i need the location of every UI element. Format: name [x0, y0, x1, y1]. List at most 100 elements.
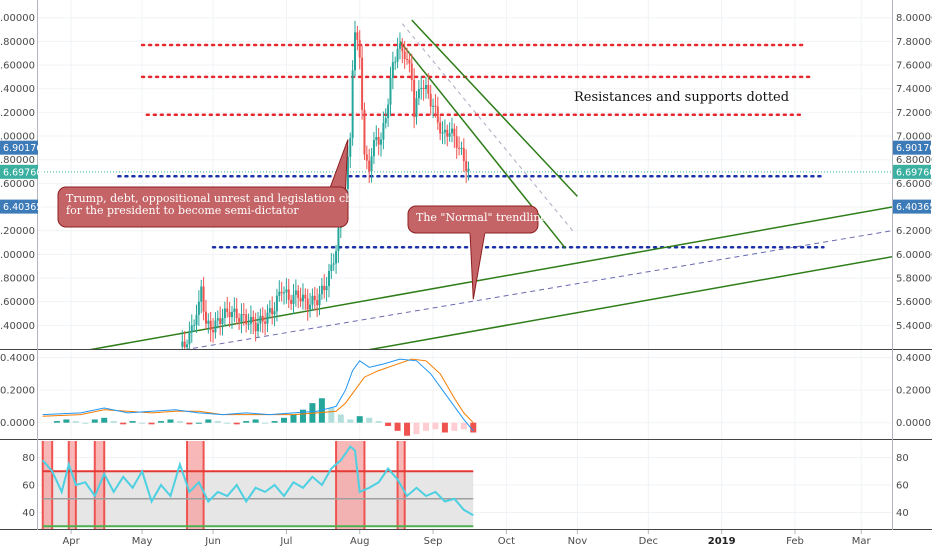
price-tick-label-left: 5.40000: [0, 321, 35, 332]
candle-body: [190, 325, 193, 333]
candle-body: [285, 289, 288, 293]
price-tick-label-left: 8.00000: [0, 13, 35, 24]
price-tick-label-right: 6.20000: [896, 226, 932, 237]
candle-body: [453, 128, 456, 137]
x-tick-label: Mar: [852, 536, 872, 547]
candle-body: [325, 286, 328, 291]
candle-body: [247, 323, 250, 325]
price-badge-label: 6.90176: [896, 143, 932, 154]
price-pane: Trump, debt, oppositional unrest and leg…: [38, 19, 892, 349]
candle-body: [363, 109, 366, 155]
candle-body: [361, 57, 364, 110]
rsi-overbought-highlight: [68, 441, 76, 529]
price-tick-label-left: 7.00000: [0, 132, 35, 143]
candle-body: [275, 295, 278, 312]
candle-body: [278, 291, 281, 296]
candle-body: [389, 78, 392, 105]
candle-body: [332, 263, 335, 265]
macd-tick-label-right: 0.0000: [896, 418, 931, 429]
candle-body: [195, 314, 198, 325]
x-tick-label: Jul: [279, 536, 292, 547]
candle-body: [394, 61, 397, 63]
price-tick-label-left: 6.80000: [0, 155, 35, 166]
macd-histogram-bar: [252, 419, 259, 423]
candle-body: [266, 312, 269, 324]
candle-body: [290, 299, 293, 304]
rsi-overbought-highlight: [336, 441, 365, 529]
macd-histogram-bar: [356, 416, 363, 423]
price-tick-label-right: 7.00000: [896, 132, 932, 143]
candle-body: [306, 298, 309, 310]
candle-body: [420, 87, 423, 90]
candle-body: [455, 136, 458, 148]
macd-signal-line: [42, 358, 474, 424]
candle-body: [186, 344, 189, 348]
price-badge-label: 6.69760: [896, 167, 932, 178]
macd-histogram-bar: [195, 422, 202, 424]
x-tick-label: Aug: [350, 536, 370, 547]
macd-histogram-bar: [451, 422, 458, 431]
candle-body: [304, 294, 307, 299]
price-tick-label-left: 7.20000: [0, 108, 35, 119]
candle-body: [372, 139, 375, 157]
candle-body: [233, 308, 236, 312]
candle-body: [235, 308, 238, 319]
candle-body: [415, 98, 418, 118]
price-badge-right: [893, 199, 931, 214]
macd-histogram-bar: [63, 419, 70, 423]
rsi-tick-label-left: 80: [22, 453, 35, 464]
candle-body: [252, 316, 255, 323]
macd-histogram-bar: [441, 422, 448, 433]
rsi-tick-label-right: 60: [896, 481, 909, 492]
candle-body: [212, 329, 215, 333]
price-tick-label-left: 7.40000: [0, 84, 35, 95]
macd-tick-label-left: 0.2000: [0, 386, 35, 397]
candle-body: [356, 32, 359, 40]
rsi-tick-label-left: 40: [22, 508, 35, 519]
macd-histogram-bar: [129, 421, 136, 423]
candle-body: [318, 294, 321, 306]
price-tick-label-left: 6.00000: [0, 250, 35, 261]
price-badge-left: [0, 140, 38, 155]
price-tick-label-right: 5.40000: [896, 321, 932, 332]
candle-body: [337, 228, 340, 252]
candle-body: [368, 160, 371, 172]
macd-histogram-bar: [375, 421, 382, 423]
price-badge-label: 6.40365: [3, 202, 42, 213]
candle-body: [465, 161, 468, 172]
candle-body: [230, 311, 233, 318]
price-tick-label-left: 7.80000: [0, 37, 35, 48]
candle-body: [335, 251, 338, 264]
candle-body: [458, 147, 461, 149]
candle-body: [327, 270, 330, 287]
annotation-normal-trendline: The "Normal" trendline: [407, 205, 547, 300]
macd-histogram-bar: [167, 419, 174, 423]
macd-histogram-bar: [148, 422, 155, 425]
candle-body: [396, 48, 399, 62]
candle-body: [209, 320, 212, 330]
x-tick-label: Sep: [424, 536, 443, 547]
macd-histogram-bar: [271, 421, 278, 423]
candle-body: [183, 341, 186, 348]
macd-histogram-bar: [186, 422, 193, 425]
candle-body: [297, 290, 300, 298]
candle-body: [320, 285, 323, 295]
candle-body: [391, 62, 394, 79]
candle-body: [380, 139, 383, 145]
macd-histogram-bar: [243, 421, 250, 423]
rsi-overbought-highlight: [42, 441, 53, 529]
candle-body: [403, 51, 406, 60]
macd-line: [42, 358, 474, 432]
candle-body: [301, 294, 304, 302]
x-tick-label: Dec: [639, 536, 658, 547]
price-tick-label-left: 5.60000: [0, 297, 35, 308]
macd-histogram-bar: [337, 414, 344, 423]
candle-body: [249, 316, 252, 324]
macd-tick-label-left: 0.0000: [0, 418, 35, 429]
macd-histogram-bar: [205, 419, 212, 423]
macd-histogram-bar: [366, 417, 373, 423]
candle-body: [283, 292, 286, 294]
candle-body: [422, 87, 425, 90]
candle-body: [417, 89, 420, 99]
